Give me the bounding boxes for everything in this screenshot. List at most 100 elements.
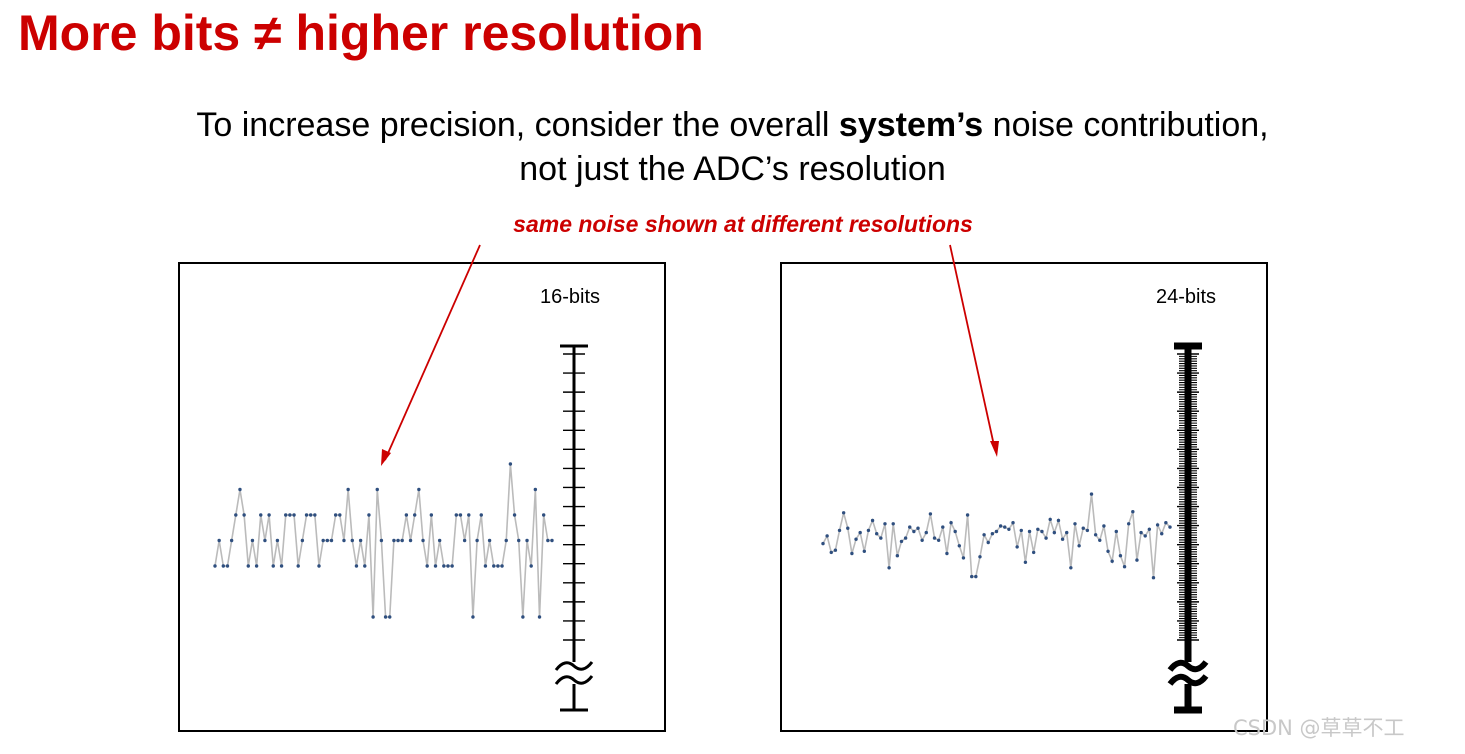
noise-sample-point: [1077, 544, 1081, 548]
annotation-callout: same noise shown at different resolution…: [513, 211, 973, 237]
noise-sample-point: [994, 529, 999, 534]
noise-sample-point: [908, 525, 912, 529]
axis-break-mark: [554, 661, 594, 671]
noise-sample-point: [433, 564, 438, 568]
noise-sample-point: [284, 513, 288, 517]
noise-sample-point: [388, 615, 392, 619]
subtitle-line-1: To increase precision, consider the over…: [0, 103, 1465, 147]
noise-sample-point: [1122, 565, 1127, 569]
slide-subtitle: To increase precision, consider the over…: [0, 103, 1465, 191]
noise-sample-point: [238, 487, 242, 492]
noise-sample-point: [263, 538, 267, 543]
noise-sample-point: [1093, 533, 1098, 537]
noise-sample-point: [912, 529, 916, 534]
noise-sample-point: [246, 564, 250, 568]
subtitle-text-post: noise contribution,: [983, 106, 1269, 144]
noise-sample-point: [279, 564, 284, 568]
noise-sample-point: [229, 538, 234, 543]
noise-sample-point: [846, 526, 850, 530]
noise-sample-point: [945, 551, 949, 556]
noise-sample-point: [829, 550, 833, 555]
noise-sample-point: [1106, 549, 1110, 553]
noise-sample-point: [833, 548, 838, 552]
noise-sample-point: [949, 521, 953, 525]
noise-sample-point: [296, 564, 300, 568]
noise-sample-point: [363, 564, 367, 568]
noise-sample-point: [504, 538, 508, 543]
noise-sample-point: [541, 513, 546, 517]
noise-sample-point: [288, 513, 292, 517]
noise-sample-point: [404, 513, 409, 517]
noise-plot-24-bits: [821, 342, 1209, 714]
noise-sample-point: [990, 532, 995, 536]
noise-sample-point: [392, 538, 396, 543]
panel-label-16-bits: 16-bits: [540, 286, 601, 308]
noise-sample-point: [1015, 545, 1019, 549]
noise-sample-point: [446, 564, 450, 568]
noise-sample-point: [924, 530, 928, 535]
noise-sample-point: [936, 538, 941, 542]
noise-sample-point: [259, 513, 263, 517]
noise-sample-point: [350, 538, 354, 543]
noise-sample-point: [275, 538, 280, 543]
noise-sample-point: [1023, 560, 1028, 564]
noise-sample-point: [982, 533, 986, 537]
noise-sample-point: [837, 528, 842, 533]
noise-sample-point: [429, 513, 434, 517]
noise-sample-point: [400, 538, 404, 543]
noise-sample-point: [1027, 529, 1032, 534]
noise-sample-point: [525, 538, 529, 543]
noise-sample-point: [325, 538, 330, 543]
noise-sample-point: [957, 544, 962, 548]
noise-sample-point: [546, 538, 550, 543]
noise-sample-point: [221, 564, 226, 568]
noise-sample-point: [338, 513, 342, 517]
noise-sample-point: [850, 551, 854, 556]
noise-sample-point: [450, 564, 454, 568]
noise-sample-point: [932, 536, 937, 540]
noise-sample-point: [854, 537, 858, 541]
noise-sample-point: [862, 549, 867, 553]
axis-break-mark: [1167, 673, 1209, 687]
noise-sample-point: [213, 564, 217, 568]
subtitle-bold-term: system’s: [838, 106, 984, 144]
noise-sample-point: [317, 564, 321, 568]
noise-sample-point: [267, 513, 271, 517]
noise-sample-point: [887, 566, 891, 570]
noise-sample-point: [1019, 528, 1023, 533]
noise-sample-point: [458, 513, 463, 517]
noise-sample-point: [313, 513, 317, 517]
noise-sample-point: [234, 513, 238, 517]
noise-sample-point: [1065, 530, 1069, 535]
noise-sample-point: [321, 538, 325, 543]
noise-sample-point: [358, 538, 363, 543]
noise-sample-point: [437, 538, 442, 543]
noise-sample-point: [974, 574, 978, 579]
noise-sample-point: [383, 615, 388, 619]
noise-sample-point: [825, 534, 829, 538]
noise-sample-point: [512, 513, 517, 517]
noise-sample-point: [242, 513, 246, 517]
noise-sample-point: [875, 532, 879, 536]
noise-sample-point: [866, 528, 871, 533]
noise-sample-point: [462, 538, 467, 543]
noise-sample-point: [333, 513, 338, 517]
noise-sample-point: [425, 564, 429, 568]
noise-sample-point: [916, 526, 920, 530]
noise-sample-point: [1089, 492, 1094, 496]
watermark: CSDN @草草不工: [1233, 716, 1405, 740]
noise-sample-point: [1147, 527, 1152, 531]
noise-sample-point: [928, 512, 933, 516]
noise-sample-point: [1110, 559, 1114, 563]
noise-sample-point: [496, 564, 500, 568]
noise-sample-point: [521, 615, 525, 619]
noise-sample-point: [1060, 537, 1065, 541]
noise-sample-point: [1131, 510, 1135, 514]
noise-sample-point: [471, 615, 475, 619]
noise-sample-point: [225, 564, 230, 568]
noise-sample-point: [978, 555, 982, 559]
noise-sample-point: [342, 538, 346, 543]
noise-sample-point: [1126, 522, 1131, 526]
noise-sample-point: [533, 487, 538, 492]
noise-sample-point: [308, 513, 313, 517]
